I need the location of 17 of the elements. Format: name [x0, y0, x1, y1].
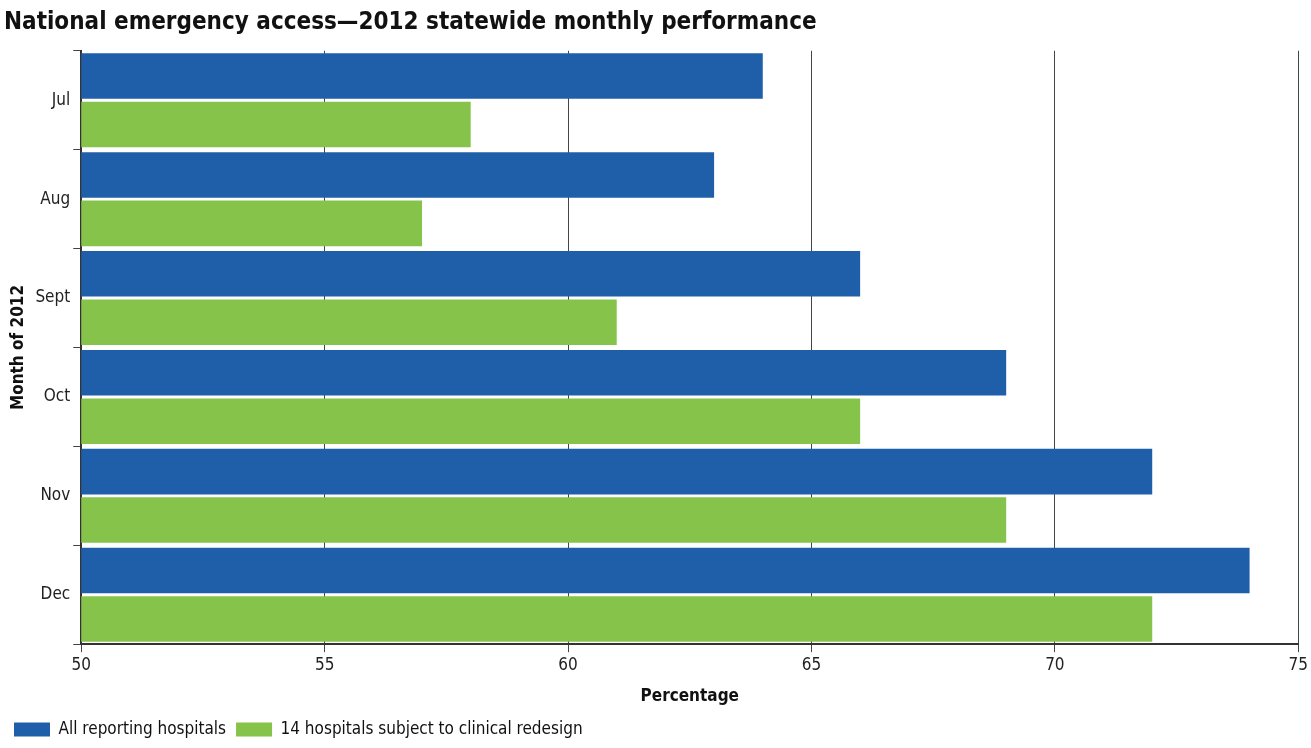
legend-label: 14 hospitals subject to clinical redesign [280, 717, 583, 738]
x-tick-label: 55 [314, 653, 335, 674]
y-tick-label: Aug [40, 187, 71, 208]
y-axis-title: Month of 2012 [6, 284, 27, 411]
legend-label: All reporting hospitals [58, 717, 227, 738]
x-tick-label: 65 [801, 653, 822, 674]
y-tick-label: Jul [50, 88, 71, 109]
x-axis-title: Percentage [640, 685, 739, 706]
x-tick-label: 70 [1045, 653, 1065, 674]
x-tick-label: 60 [558, 653, 578, 674]
y-tick-label: Oct [43, 385, 71, 406]
y-tick-label: Sept [35, 286, 71, 307]
chart-title: National emergency access—2012 statewide monthly performance [4, 6, 817, 35]
x-tick-label: 50 [71, 653, 91, 674]
y-tick-label: Nov [40, 484, 71, 505]
x-tick-label: 75 [1288, 653, 1309, 674]
y-tick-label: Dec [40, 583, 71, 604]
